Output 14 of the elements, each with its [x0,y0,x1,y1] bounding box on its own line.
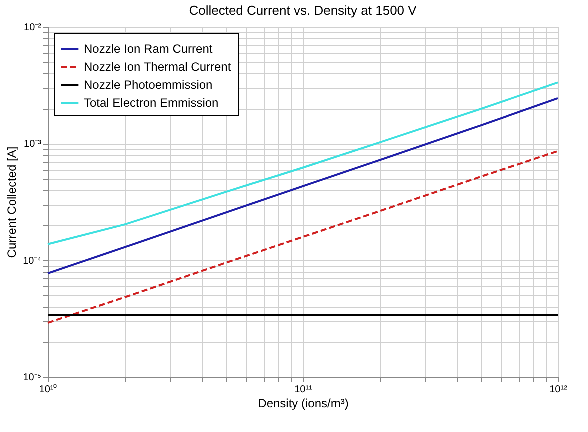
y-tick-label: 10⁻⁴ [23,256,42,267]
chart-title: Collected Current vs. Density at 1500 V [189,3,418,18]
y-tick-label: 10⁻⁵ [23,372,42,384]
x-tick-label: 10¹² [550,384,568,396]
legend-label: Nozzle Photoemmission [84,78,213,92]
x-tick-label: 10¹¹ [294,384,314,396]
x-tick-label: 10¹⁰ [39,384,58,396]
y-tick-label: 10⁻³ [24,139,42,150]
legend-label: Nozzle Ion Ram Current [84,42,214,56]
legend-label: Nozzle Ion Thermal Current [84,60,232,74]
x-axis-title: Density (ions/m³) [258,396,349,410]
y-axis-title: Current Collected [A] [5,146,20,258]
legend-label: Total Electron Emmission [84,96,219,110]
y-tick-label: 10⁻² [24,22,42,34]
